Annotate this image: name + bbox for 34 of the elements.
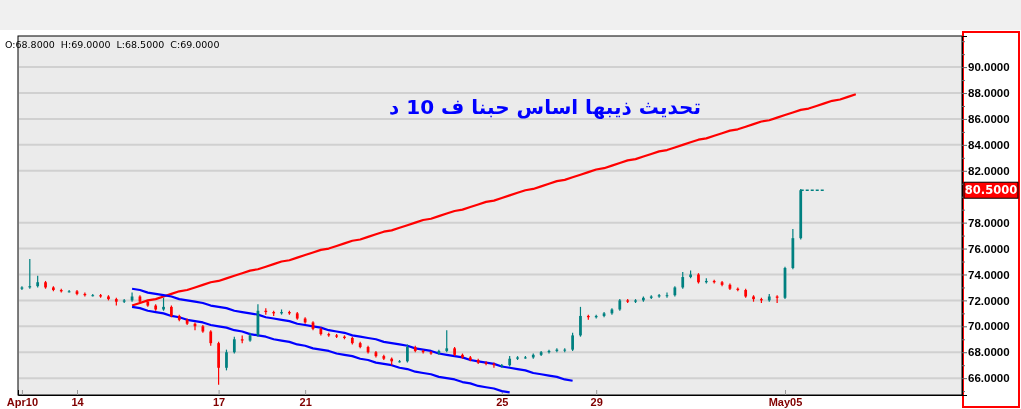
x-tick-label: 21: [299, 395, 312, 408]
y-tick-label: 86.0000: [968, 113, 1010, 126]
candlestick: [579, 306, 582, 338]
x-tick-label: 29: [590, 395, 603, 408]
annotation: تحديث ذيبها اساس حبنا ف 10 د: [389, 95, 701, 119]
x-tick-label: Apr10: [6, 395, 39, 408]
candlestick: [697, 272, 700, 285]
line-series: [130, 305, 511, 394]
y-tick-label: 74.0000: [968, 268, 1010, 281]
candlestick: [406, 343, 409, 364]
y-tick-label: 84.0000: [968, 139, 1010, 152]
annotation: O:68.8000 H:69.0000 L:68.5000 C:69.0000: [5, 39, 220, 50]
y-tick-label: 68.0000: [968, 346, 1010, 359]
x-tick-label: 14: [71, 395, 85, 408]
y-tick-label: 76.0000: [968, 242, 1010, 255]
y-tick-label: 72.0000: [968, 294, 1010, 307]
x-tick-label: 17: [212, 395, 226, 408]
y-tick-label: 70.0000: [968, 320, 1010, 333]
x-tick-label: 25: [496, 395, 509, 408]
candlestick: [44, 280, 47, 290]
y-tick-label: 82.0000: [968, 164, 1010, 177]
y-tick-label: 90.0000: [968, 61, 1010, 74]
y-tick-label: 66.0000: [968, 372, 1010, 385]
candlestick: [571, 332, 574, 352]
line-series: [130, 93, 857, 307]
y-tick-label: 78.0000: [968, 216, 1010, 229]
candlestick: [225, 349, 228, 371]
candlestick: [445, 329, 449, 353]
line-series: [130, 287, 574, 382]
x-tick-label: May05: [768, 395, 803, 408]
candlestick: [398, 359, 401, 364]
candlestick: [634, 298, 637, 304]
y-tick-label: 88.0000: [968, 87, 1010, 100]
candlestick: [516, 355, 519, 361]
